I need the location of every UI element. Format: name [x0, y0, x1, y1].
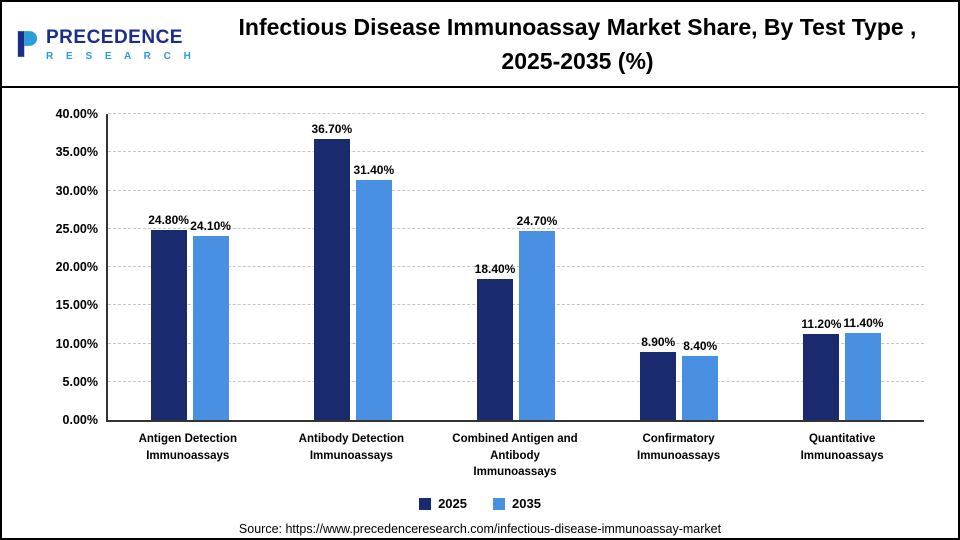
bar-2035: [519, 231, 555, 420]
chart-title-line2: 2025-2035 (%): [501, 48, 654, 74]
gridline: [108, 266, 924, 267]
bar-column: 11.20%: [801, 114, 842, 420]
legend-swatch: [419, 497, 432, 510]
legend-swatch: [493, 497, 505, 510]
x-axis-category-label: Confirmatory Immunoassays: [637, 433, 721, 462]
y-axis-tick-label: 5.00%: [62, 374, 98, 389]
y-axis-tick-label: 35.00%: [55, 145, 98, 160]
y-axis-tick-label: 30.00%: [55, 183, 98, 198]
logo-p-icon: [17, 31, 38, 57]
gridline: [108, 342, 924, 344]
chart-title: Infectious Disease Immunoassay Market Sh…: [211, 10, 944, 79]
bar-column: 8.90%: [640, 114, 677, 420]
legend-item-2035: 2035: [493, 496, 541, 511]
gridline: [108, 304, 924, 306]
bar-column: 24.80%: [148, 114, 189, 420]
logo-text: PRECEDENCE R E S E A R C H: [46, 27, 196, 62]
y-axis-tick-label: 15.00%: [55, 298, 98, 313]
precedence-research-logo: PRECEDENCE R E S E A R C H: [16, 27, 211, 62]
bar-column: 11.40%: [843, 114, 884, 420]
bar-2025: [477, 279, 513, 420]
source-text: Source: https://www.precedenceresearch.c…: [238, 522, 722, 537]
bar-group: 18.40% 24.70%: [434, 114, 597, 420]
logo-line1: PRECEDENCE: [46, 26, 183, 48]
bar-2025: [150, 230, 187, 420]
bar-2035: [682, 355, 719, 420]
bar-column: 24.10%: [190, 114, 231, 420]
bar-2035: [355, 179, 392, 420]
header: PRECEDENCE R E S E A R C H Infectious Di…: [2, 2, 958, 88]
x-axis-category-label: Antibody Detection Immunoassays: [298, 433, 405, 462]
bar-2035: [845, 332, 882, 420]
bar-group: 36.70% 31.40%: [271, 114, 434, 420]
bar-value-label: 18.40%: [474, 262, 516, 277]
bar-value-label: 8.40%: [683, 338, 718, 353]
bar-value-label: 11.40%: [843, 315, 884, 330]
bar-2025: [803, 334, 840, 420]
bar-group: 24.80% 24.10%: [108, 114, 271, 420]
bar-value-label: 11.20%: [801, 317, 842, 332]
bar-groups: 24.80% 24.10% 36.70% 31.40% 18.40% 24.70% 8.90…: [108, 114, 924, 420]
bar-value-label: 8.90%: [641, 334, 676, 349]
y-axis-tick-label: 10.00%: [55, 336, 98, 351]
bar-column: 36.70%: [311, 114, 353, 420]
bar-2025: [313, 139, 350, 420]
logo-line2: R E S E A R C H: [46, 50, 196, 62]
bar-2025: [640, 351, 677, 420]
bar-column: 31.40%: [353, 114, 395, 420]
legend-label: 2025: [438, 496, 467, 512]
bar-column: 8.40%: [682, 114, 719, 420]
chart-title-line1: Infectious Disease Immunoassay Market Sh…: [238, 13, 917, 40]
x-axis-category-label: Combined Antigen and Antibody Immunoassa…: [452, 433, 578, 479]
y-axis-tick-label: 25.00%: [55, 221, 98, 236]
legend: 2025 2035: [2, 496, 958, 511]
bar-value-label: 24.70%: [516, 214, 558, 229]
y-axis-tick-label: 20.00%: [55, 260, 98, 274]
plot-area: 0.00% 5.00% 10.00% 15.00% 20.00% 25.00% 30.00%…: [56, 107, 924, 427]
x-axis-category-label: Antigen Detection Immunoassays: [138, 433, 237, 462]
bar-group: 8.90% 8.40%: [598, 114, 761, 420]
bar-value-label: 24.10%: [190, 218, 231, 233]
bar-column: 18.40%: [474, 114, 516, 420]
bar-chart: 0.00% 5.00% 10.00% 15.00% 20.00% 25.00% 30.00%…: [56, 107, 924, 427]
gridline: [108, 189, 924, 191]
y-axis-tick-label: 0.00%: [62, 413, 98, 427]
bar-value-label: 24.80%: [148, 213, 189, 228]
bar-2035: [192, 235, 229, 420]
x-axis-labels: Antigen Detection Immunoassays Antibody D…: [106, 422, 924, 481]
bar-column: 24.70%: [516, 114, 558, 420]
bar-value-label: 36.70%: [311, 122, 353, 137]
bar-group: 11.20% 11.40%: [761, 114, 924, 420]
gridline: [108, 380, 924, 382]
bar-value-label: 31.40%: [353, 162, 395, 177]
gridline: [108, 227, 924, 229]
gridline: [108, 151, 924, 153]
gridline: [108, 113, 924, 114]
y-axis-tick-label: 40.00%: [55, 107, 98, 121]
x-axis-category-label: Quantitative Immunoassays: [800, 433, 884, 462]
legend-item-2025: 2025: [419, 496, 467, 511]
legend-label: 2035: [512, 496, 541, 512]
